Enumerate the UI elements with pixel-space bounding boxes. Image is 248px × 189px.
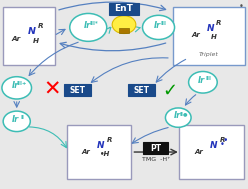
Text: Ar: Ar bbox=[195, 149, 204, 155]
Circle shape bbox=[165, 108, 191, 127]
Text: R: R bbox=[220, 137, 225, 143]
Text: Ir: Ir bbox=[173, 111, 181, 120]
Text: Ar: Ar bbox=[81, 149, 90, 155]
Text: Ar: Ar bbox=[191, 32, 200, 38]
FancyBboxPatch shape bbox=[143, 142, 168, 154]
Text: Ir: Ir bbox=[83, 21, 91, 30]
Text: Ir: Ir bbox=[12, 81, 19, 91]
Text: III: III bbox=[161, 21, 167, 26]
Text: PT: PT bbox=[150, 144, 161, 153]
Text: ✓: ✓ bbox=[162, 82, 177, 100]
Text: II: II bbox=[20, 115, 24, 120]
Text: Ir: Ir bbox=[198, 76, 205, 85]
Text: EnT: EnT bbox=[115, 4, 133, 13]
Circle shape bbox=[70, 13, 107, 41]
Text: III*: III* bbox=[89, 21, 98, 26]
Text: •: • bbox=[220, 140, 225, 149]
FancyBboxPatch shape bbox=[63, 84, 91, 96]
Circle shape bbox=[3, 111, 30, 132]
Text: III+: III+ bbox=[17, 81, 27, 86]
Text: N: N bbox=[28, 27, 36, 36]
FancyBboxPatch shape bbox=[180, 125, 244, 179]
FancyBboxPatch shape bbox=[173, 7, 245, 65]
Text: H: H bbox=[32, 38, 39, 44]
Text: Ar: Ar bbox=[11, 36, 21, 42]
Text: N: N bbox=[210, 141, 218, 150]
Text: Ir: Ir bbox=[154, 21, 161, 30]
Text: Triplet: Triplet bbox=[199, 52, 219, 57]
Text: SET: SET bbox=[69, 86, 85, 94]
Text: •: • bbox=[239, 2, 244, 11]
FancyBboxPatch shape bbox=[109, 3, 139, 15]
FancyBboxPatch shape bbox=[67, 125, 131, 179]
FancyBboxPatch shape bbox=[128, 84, 155, 96]
FancyBboxPatch shape bbox=[3, 7, 55, 65]
Text: SET: SET bbox=[133, 86, 149, 94]
Text: TMG  -H⁺: TMG -H⁺ bbox=[142, 157, 170, 162]
Text: III: III bbox=[205, 76, 211, 81]
Text: Ir: Ir bbox=[12, 115, 19, 124]
Circle shape bbox=[143, 15, 175, 40]
Text: N: N bbox=[97, 141, 104, 150]
Text: R: R bbox=[106, 137, 112, 143]
Bar bbox=[119, 28, 129, 33]
Text: ✕: ✕ bbox=[44, 80, 61, 100]
Text: R: R bbox=[38, 23, 43, 29]
Text: II●: II● bbox=[179, 111, 188, 116]
Text: H: H bbox=[211, 34, 217, 40]
Circle shape bbox=[2, 77, 31, 99]
Text: R: R bbox=[216, 20, 222, 26]
Text: N: N bbox=[207, 24, 214, 33]
Text: •: • bbox=[222, 136, 228, 145]
Text: •H: •H bbox=[100, 151, 111, 157]
Circle shape bbox=[189, 71, 217, 93]
Circle shape bbox=[112, 16, 136, 33]
